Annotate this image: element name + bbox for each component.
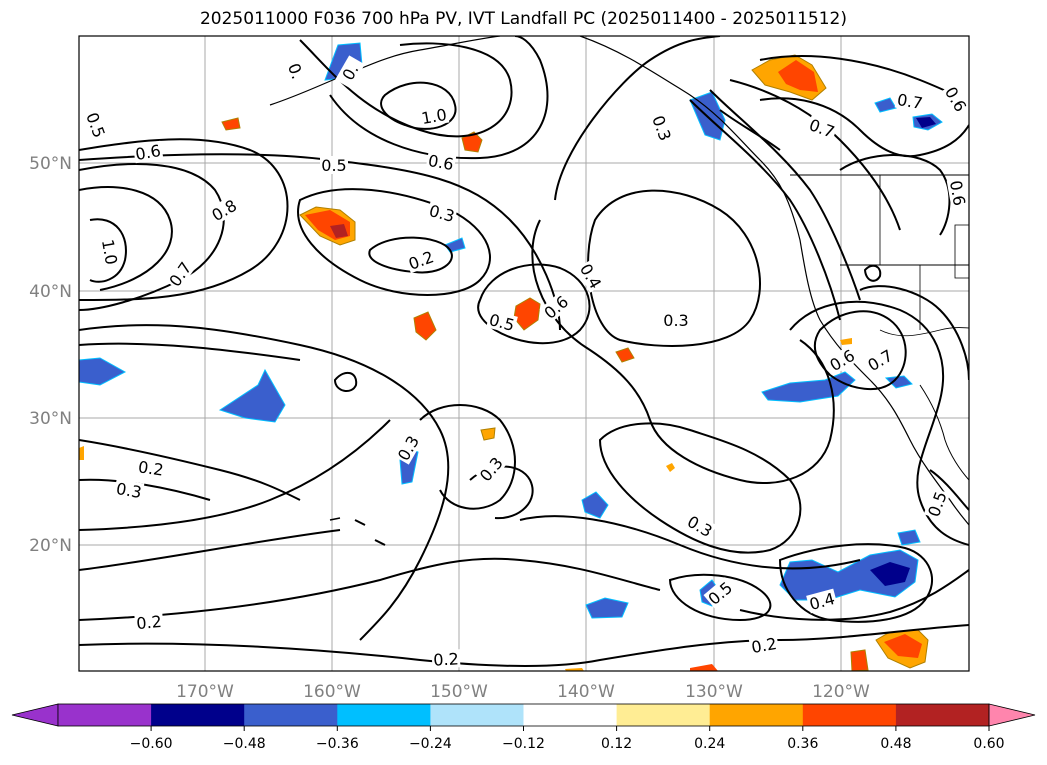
- lat-label: 40°N: [29, 282, 72, 302]
- contour-label-bg: [113, 478, 145, 502]
- contour-label-bg: [134, 611, 164, 633]
- contour-label: 0.6: [946, 179, 969, 207]
- contour-label-bg: [805, 114, 839, 142]
- colorbar-segment: [337, 704, 431, 726]
- colorbar-extend-max: [988, 703, 1036, 727]
- contour-label-bg: [132, 140, 164, 164]
- contour-label: 0.2: [137, 457, 165, 479]
- contour-label: 0.3: [115, 479, 143, 502]
- contour-label-bg: [806, 588, 838, 614]
- contour-label-bg: [164, 257, 196, 291]
- contour-label-bg: [393, 431, 423, 465]
- pv-contours: [79, 36, 969, 667]
- colorbar-segment: [523, 704, 618, 726]
- contour-label: 0.6: [134, 141, 162, 164]
- colorbar-tick-label: −0.60: [130, 736, 173, 752]
- longitude-labels: 170°W 160°W 150°W 140°W 130°W 120°W: [176, 682, 870, 702]
- contour-label: 0.7: [896, 90, 924, 113]
- colorbar-extend-min: [11, 703, 59, 727]
- contour-label-bg: [335, 55, 365, 89]
- contour-label-bg: [683, 511, 717, 541]
- contour-label-bg: [946, 177, 969, 209]
- contour-label-bg: [648, 111, 676, 145]
- colorbar-tick-label: −0.48: [223, 736, 266, 752]
- contour-label-bg: [923, 487, 951, 521]
- contour-label-bg: [431, 649, 461, 669]
- contour-label: 0.2: [136, 612, 163, 633]
- contour-label: 0.2: [433, 649, 459, 669]
- map-frame: [78, 35, 970, 672]
- contour-label: 0.: [284, 61, 307, 82]
- colorbar-segment: [244, 704, 338, 726]
- contour-label: 1.0: [420, 105, 448, 128]
- contour-label-bg: [703, 577, 737, 609]
- colorbar-segment: [616, 704, 711, 726]
- contour-label-bg: [825, 345, 859, 375]
- colorbar-tick-label: 0.12: [601, 736, 632, 752]
- contour-label: 0.3: [663, 311, 688, 330]
- colorbar-segment: [895, 704, 990, 726]
- contour-label-bg: [404, 246, 438, 274]
- colorbar: −0.60 −0.48 −0.36 −0.24 −0.12 0.12 0.24 0.36 0.4…: [11, 703, 1036, 752]
- contour-label-bg: [418, 104, 450, 128]
- colorbar-tick-label: −0.12: [502, 736, 545, 752]
- colorbar-tick-label: 0.36: [787, 736, 818, 752]
- colorbar-segment: [430, 704, 524, 726]
- lon-label: 160°W: [303, 682, 361, 702]
- lon-label: 170°W: [176, 682, 234, 702]
- lon-label: 140°W: [557, 682, 615, 702]
- contour-label-bg: [282, 54, 310, 88]
- colorbar-segment: [58, 704, 152, 726]
- colorbar-tick-label: 0.48: [880, 736, 911, 752]
- contour-label-bg: [662, 311, 690, 329]
- contour-label-bg: [82, 108, 110, 142]
- colorbar-segment: [709, 704, 804, 726]
- contour-label-bg: [320, 156, 348, 174]
- colorbar-segment: [802, 704, 897, 726]
- contour-label-bg: [863, 345, 897, 375]
- colorbar-tick-label: 0.60: [973, 736, 1004, 752]
- contour-label-bg: [207, 195, 241, 225]
- contour-label: 0.6: [427, 151, 455, 174]
- coastlines: [269, 36, 969, 546]
- contour-label: 0.2: [750, 634, 778, 657]
- contour-label-bg: [98, 236, 122, 268]
- colorbar-tick-label: −0.24: [409, 736, 452, 752]
- map-title: 2025011000 F036 700 hPa PV, IVT Landfall…: [199, 9, 847, 29]
- contour-label-bg: [426, 200, 458, 226]
- contour-label-bg: [894, 89, 926, 113]
- contour-label-bg: [941, 82, 969, 116]
- contour-label-bg: [425, 150, 457, 174]
- lon-label: 150°W: [430, 682, 488, 702]
- lat-label: 30°N: [29, 409, 72, 429]
- colorbar-segment: [151, 704, 245, 726]
- lat-label: 50°N: [29, 154, 72, 174]
- contour-label-bg: [539, 291, 573, 323]
- lat-label: 20°N: [29, 536, 72, 556]
- contour-label: 0.5: [321, 156, 346, 175]
- contour-label-bg: [475, 452, 507, 486]
- lon-label: 120°W: [812, 682, 870, 702]
- contour-label-bg: [135, 457, 167, 479]
- contour-label-bg: [576, 259, 606, 293]
- colorbar-tick-label: −0.36: [316, 736, 359, 752]
- latitude-labels: 50°N 40°N 30°N 20°N: [29, 154, 72, 556]
- colorbar-tick-label: 0.24: [694, 736, 725, 752]
- contour-label: 1.0: [98, 238, 121, 266]
- contour-label-bg: [486, 309, 518, 335]
- lon-label: 130°W: [685, 682, 743, 702]
- contour-label-bg: [748, 633, 780, 657]
- contour-labels: 0.60.50.81.00.70.5 0.61.00.30.20.5 0.60.40…: [82, 54, 969, 670]
